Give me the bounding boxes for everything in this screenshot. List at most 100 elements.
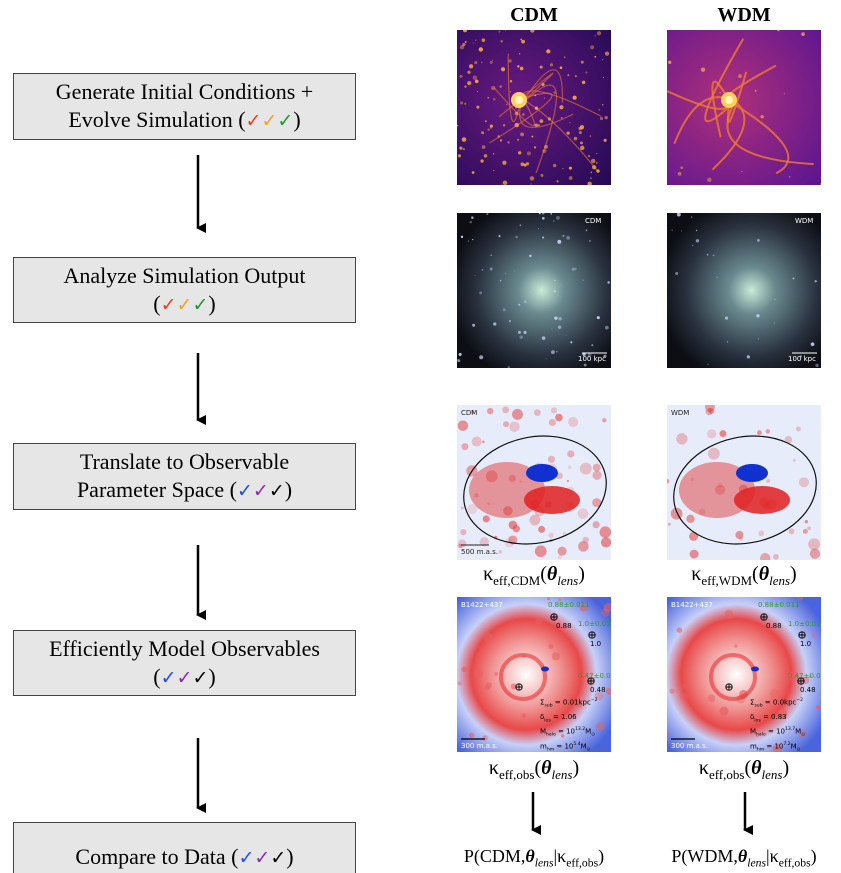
text-segment: Translate to Observable xyxy=(79,449,290,474)
text-segment: eff,CDM xyxy=(493,573,541,588)
text-segment: halo xyxy=(756,732,766,738)
panel-annotation: 300 m.a.s. xyxy=(461,742,498,750)
text-segment: 1.0±0.01 xyxy=(578,620,611,628)
box-line: Translate to Observable xyxy=(80,448,289,476)
image-panel: WDM xyxy=(667,405,821,560)
text-segment: = 10 xyxy=(555,727,575,736)
image-panel: CDM 500 m.a.s. xyxy=(457,405,611,560)
step-box: Efficiently Model Observables (✓✓✓) xyxy=(13,630,356,696)
text-segment: κ xyxy=(483,563,494,585)
panel-annotation: WDM xyxy=(671,409,689,417)
text-segment: lens xyxy=(557,573,579,588)
text-segment: 1.0 xyxy=(590,640,602,648)
text-segment: Analyze Simulation Output xyxy=(63,262,306,288)
panel-annotation: 0.48 xyxy=(800,686,816,694)
text-segment: eff,obs xyxy=(708,767,745,782)
text-segment: P(CDM, xyxy=(463,846,526,866)
text-segment: |κ xyxy=(766,846,779,866)
panel-image xyxy=(457,405,611,560)
text-segment: Generate Initial Conditions + xyxy=(55,79,314,104)
panel-annotation: B1422+437 xyxy=(671,601,713,609)
check-mark: ✓ xyxy=(238,846,255,869)
kappa-label: κeff,WDM(θlens) xyxy=(691,563,796,589)
panel-annotation: WDM xyxy=(795,217,813,225)
panel-annotation: 300 m.a.s. xyxy=(671,742,708,750)
text-segment: κ xyxy=(698,757,709,779)
box-line: (✓✓✓) xyxy=(153,290,215,319)
text-segment: ) xyxy=(208,290,216,316)
image-panel: B1422+437 0.88±0.011 0.88 1.0±0.01 1.0 0.47±0… xyxy=(667,597,821,752)
text-segment: CDM xyxy=(585,217,602,225)
text-segment: 500 m.a.s. xyxy=(461,548,499,556)
step-box: Analyze Simulation Output (✓✓✓) xyxy=(13,257,356,323)
text-segment: θ xyxy=(525,846,535,866)
text-segment: θ xyxy=(751,757,762,779)
panel-image xyxy=(457,597,611,752)
text-segment: sub xyxy=(754,703,763,709)
text-segment: 0.88 xyxy=(556,622,572,630)
text-segment: ⊙ xyxy=(586,747,591,752)
check-mark: ✓ xyxy=(252,480,269,502)
text-segment: ( xyxy=(153,663,161,689)
text-segment: Σ xyxy=(750,698,755,707)
panel-annotation: 1.0 xyxy=(800,640,811,648)
text-segment: halo xyxy=(546,732,556,738)
text-segment: B1422+437 xyxy=(671,601,713,609)
text-segment: 0.88 xyxy=(766,622,782,630)
panel-annotation: 100 kpc xyxy=(578,355,606,363)
check-mark: ✓ xyxy=(277,110,294,132)
panel-annotation: 0.48 xyxy=(590,686,606,694)
check-mark: ✓ xyxy=(268,480,285,502)
text-segment: eff,obs xyxy=(498,767,535,782)
panel-annotation: 1.0±0.01 xyxy=(578,620,611,628)
step-box: Compare to Data (✓✓✓) xyxy=(13,822,356,873)
step-box: Translate to Observable Parameter Space (… xyxy=(13,443,356,510)
text-segment: sub xyxy=(544,703,553,709)
kappa-label: κeff,CDM(θlens) xyxy=(483,563,585,589)
panel-annotation: Σsub = 0.0kpc−2 xyxy=(750,698,803,709)
panel-annotation: 500 m.a.s. xyxy=(461,548,498,556)
text-segment: κ xyxy=(691,563,702,585)
panel-annotation: Mhalo = 1013.2M⊙ xyxy=(540,727,595,738)
panel-annotation: 1.0±0.01 xyxy=(788,620,821,628)
text-segment: 100 kpc xyxy=(578,355,606,363)
text-segment: = 10 xyxy=(554,742,574,751)
text-segment: P(WDM, xyxy=(671,846,738,866)
text-segment: WDM xyxy=(671,409,690,417)
panel-annotation: CDM xyxy=(585,217,601,225)
box-line: Generate Initial Conditions + xyxy=(56,78,313,106)
text-segment: 300 m.a.s. xyxy=(671,742,709,750)
text-segment: ) xyxy=(284,477,293,502)
text-segment: ⊙ xyxy=(801,732,805,738)
text-segment: eff,obs xyxy=(566,856,599,870)
text-segment: 7.2 xyxy=(783,742,791,747)
text-segment: hm xyxy=(756,747,765,752)
box-line: Compare to Data (✓✓✓) xyxy=(75,843,293,872)
text-segment: los xyxy=(544,718,551,724)
text-segment: 13.2 xyxy=(575,727,586,732)
text-segment: 13.7 xyxy=(785,727,796,732)
check-mark: ✓ xyxy=(160,293,177,316)
panel-annotation: 0.88±0.011 xyxy=(548,601,590,609)
check-mark: ✓ xyxy=(192,666,209,689)
text-segment: M xyxy=(540,727,547,736)
text-segment: θ xyxy=(541,757,552,779)
posterior: P(WDM,θlens|κeff,obs) xyxy=(671,846,816,870)
text-segment: ) xyxy=(578,563,585,585)
text-segment: M xyxy=(585,727,592,736)
panel-annotation: 0.47±0.013 xyxy=(788,672,821,680)
text-segment: lens xyxy=(761,767,783,782)
column-header: WDM xyxy=(717,4,771,26)
text-segment: ⊙ xyxy=(796,747,801,752)
image-panel: WDM 100 kpc xyxy=(667,213,821,368)
text-segment: ) xyxy=(572,757,580,779)
text-segment: = 10 xyxy=(764,742,784,751)
text-segment: lens xyxy=(534,856,554,870)
check-mark: ✓ xyxy=(160,666,177,689)
check-mark: ✓ xyxy=(176,666,193,689)
text-segment: ) xyxy=(782,757,790,779)
column-header: CDM xyxy=(510,4,558,26)
text-segment: WDM xyxy=(795,217,814,225)
text-segment: M xyxy=(790,742,797,751)
